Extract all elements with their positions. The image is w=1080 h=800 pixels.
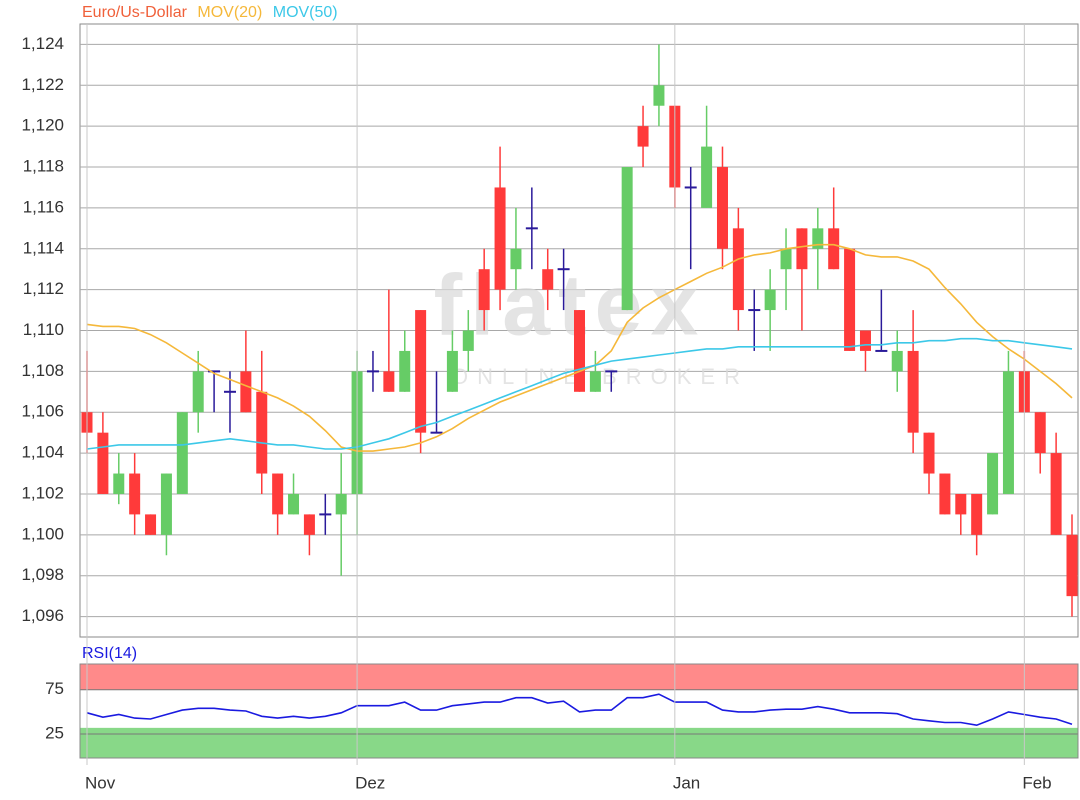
y-tick-label: 1,116	[23, 197, 64, 216]
legend: Euro/Us-Dollar MOV(20) MOV(50)	[82, 4, 338, 21]
candle-body	[288, 493, 300, 515]
x-tick-label: Feb	[1022, 773, 1051, 792]
candle-body	[145, 514, 157, 535]
y-tick-label: 1,110	[23, 320, 64, 339]
candle-body	[716, 167, 728, 249]
candle-body	[240, 371, 252, 413]
candle-body	[859, 330, 871, 351]
candle-body	[303, 514, 315, 535]
y-tick-label: 25	[45, 724, 64, 743]
panel-title: RSI(14)	[82, 645, 137, 662]
candle-body	[637, 126, 649, 147]
candle-body	[971, 493, 983, 535]
candle-body	[176, 412, 188, 494]
band	[80, 664, 1078, 690]
candle-body	[510, 248, 522, 270]
candle-body	[129, 473, 141, 515]
y-tick-label: 1,118	[23, 157, 64, 176]
candle-body	[446, 350, 458, 392]
candle-body	[256, 391, 268, 474]
candle-body	[1050, 453, 1062, 535]
candle-body	[1002, 371, 1014, 494]
candle-body	[939, 473, 951, 515]
candle-body	[732, 228, 744, 311]
candle-body	[589, 371, 601, 392]
legend-entry: MOV(20)	[197, 4, 262, 21]
y-tick-label: 1,124	[21, 34, 64, 53]
candle-body	[780, 248, 792, 270]
y-tick-label: 1,112	[23, 279, 64, 298]
y-tick-label: 1,102	[21, 483, 64, 502]
y-tick-label: 1,108	[21, 361, 64, 380]
y-tick-label: 1,098	[21, 565, 64, 584]
candle-body	[399, 350, 411, 392]
candle-body	[844, 248, 856, 351]
candle-body	[653, 85, 665, 106]
rsi-panel: RSI(14) 25 75	[45, 645, 1079, 759]
price-panel: 1,096 1,098 1,100 1,102 1,104 1,106 1,108 1,110…	[21, 23, 1079, 638]
y-tick-label: 1,114	[23, 238, 64, 257]
legend-entry: MOV(50)	[273, 4, 338, 21]
y-tick-label: 1,120	[21, 116, 64, 135]
candle-body	[272, 473, 284, 515]
candle-body	[891, 350, 903, 372]
candle-body	[907, 350, 919, 433]
y-tick-label: 1,104	[21, 443, 64, 462]
candle-body	[764, 289, 776, 311]
candle-body	[923, 432, 935, 474]
candle-body	[796, 228, 808, 270]
candle-body	[192, 371, 204, 413]
candle-body	[160, 473, 172, 535]
candle-body	[97, 432, 109, 494]
candle-body	[828, 228, 840, 270]
candle-body	[462, 330, 474, 351]
watermark: flatex	[434, 258, 707, 354]
candle-body	[1034, 412, 1046, 454]
candle-body	[987, 453, 999, 515]
legend-entry: Euro/Us-Dollar	[82, 4, 188, 21]
panel-border	[79, 663, 1079, 759]
x-tick-label: Nov	[85, 773, 116, 792]
x-tick-label: Dez	[355, 773, 385, 792]
y-tick-label: 75	[45, 679, 64, 698]
candle-body	[574, 310, 585, 392]
candle-body	[113, 473, 125, 494]
candle-body	[701, 146, 713, 208]
candle-body	[542, 269, 554, 290]
band	[80, 727, 1078, 758]
candle-body	[478, 269, 490, 311]
candle-body	[1066, 534, 1078, 597]
line	[86, 243, 1073, 452]
y-tick-label: 1,100	[21, 524, 64, 543]
y-tick-label: 1,096	[21, 606, 64, 625]
y-tick-label: 1,106	[21, 402, 64, 421]
line	[86, 337, 1073, 450]
candle-body	[383, 371, 395, 392]
candle-body	[335, 493, 347, 515]
line	[86, 693, 1073, 727]
y-tick-label: 1,122	[21, 75, 64, 94]
candle-body	[812, 228, 824, 249]
candle-body	[415, 310, 427, 433]
candle-body	[955, 493, 967, 515]
candle-body	[494, 187, 506, 290]
candle-body	[621, 167, 633, 311]
x-tick-label: Jan	[673, 773, 700, 792]
